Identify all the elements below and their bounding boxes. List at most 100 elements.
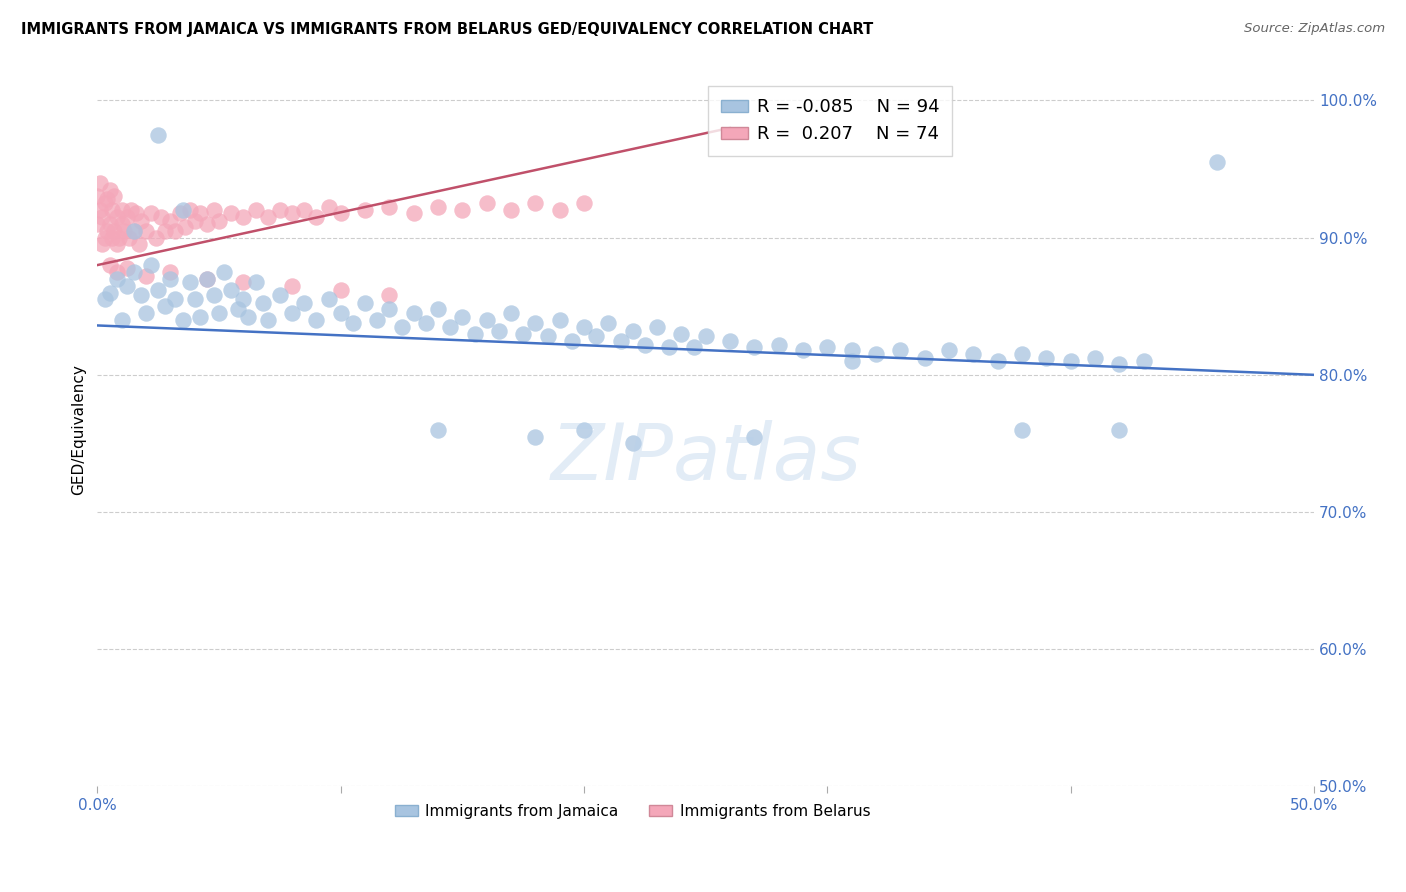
Point <box>292 296 315 310</box>
Point <box>129 288 152 302</box>
Point <box>89 203 111 218</box>
Point <box>202 288 225 302</box>
Point <box>354 296 377 310</box>
Point <box>103 189 125 203</box>
Point <box>865 347 887 361</box>
Point <box>318 201 340 215</box>
Point <box>122 265 145 279</box>
Point <box>91 210 114 224</box>
Legend: Immigrants from Jamaica, Immigrants from Belarus: Immigrants from Jamaica, Immigrants from… <box>389 798 876 825</box>
Point <box>1035 351 1057 366</box>
Point <box>149 210 172 224</box>
Point <box>98 217 121 231</box>
Point <box>179 275 201 289</box>
Point <box>695 329 717 343</box>
Point <box>524 196 547 211</box>
Point <box>188 206 211 220</box>
Point <box>281 206 304 220</box>
Point <box>342 316 364 330</box>
Point <box>169 206 191 220</box>
Y-axis label: GED/Equivalency: GED/Equivalency <box>72 364 86 495</box>
Point <box>768 337 790 351</box>
Point <box>139 258 162 272</box>
Point <box>118 230 141 244</box>
Point <box>232 275 254 289</box>
Point <box>135 224 157 238</box>
Point <box>1011 347 1033 361</box>
Point <box>103 224 125 238</box>
Point <box>89 176 111 190</box>
Point <box>128 237 150 252</box>
Point <box>115 210 138 224</box>
Point <box>1060 354 1083 368</box>
Point <box>548 313 571 327</box>
Point <box>232 293 254 307</box>
Point <box>718 334 741 348</box>
Point <box>378 301 401 316</box>
Text: IMMIGRANTS FROM JAMAICA VS IMMIGRANTS FROM BELARUS GED/EQUIVALENCY CORRELATION C: IMMIGRANTS FROM JAMAICA VS IMMIGRANTS FR… <box>21 22 873 37</box>
Text: Source: ZipAtlas.com: Source: ZipAtlas.com <box>1244 22 1385 36</box>
Point <box>815 340 838 354</box>
Point <box>548 203 571 218</box>
Point <box>174 219 197 234</box>
Point <box>987 354 1010 368</box>
Point <box>451 203 474 218</box>
Point <box>354 203 377 218</box>
Point <box>179 203 201 218</box>
Point <box>269 203 291 218</box>
Point <box>402 206 425 220</box>
Point <box>148 283 170 297</box>
Point <box>115 260 138 275</box>
Point <box>135 306 157 320</box>
Point <box>524 429 547 443</box>
Point <box>475 196 498 211</box>
Point <box>499 203 522 218</box>
Point <box>366 313 388 327</box>
Point <box>120 203 142 218</box>
Point <box>572 196 595 211</box>
Point <box>1011 423 1033 437</box>
Point <box>105 210 128 224</box>
Point <box>172 313 194 327</box>
Point <box>645 319 668 334</box>
Point <box>378 288 401 302</box>
Point <box>464 326 486 341</box>
Point <box>841 343 863 358</box>
Point <box>391 319 413 334</box>
Point <box>212 265 235 279</box>
Point <box>159 265 181 279</box>
Point <box>305 210 328 224</box>
Point <box>475 313 498 327</box>
Point <box>91 237 114 252</box>
Point <box>238 310 260 325</box>
Point <box>195 272 218 286</box>
Point <box>524 316 547 330</box>
Point <box>115 278 138 293</box>
Point <box>938 343 960 358</box>
Point <box>634 337 657 351</box>
Point <box>245 275 267 289</box>
Point <box>269 288 291 302</box>
Point <box>427 423 450 437</box>
Point <box>155 299 177 313</box>
Point <box>183 293 205 307</box>
Point <box>427 201 450 215</box>
Point <box>1108 357 1130 371</box>
Point <box>671 326 693 341</box>
Point <box>318 293 340 307</box>
Point <box>129 214 152 228</box>
Point <box>232 210 254 224</box>
Point <box>145 230 167 244</box>
Point <box>208 306 231 320</box>
Point <box>96 224 118 238</box>
Point <box>1132 354 1154 368</box>
Point <box>378 201 401 215</box>
Point <box>329 283 352 297</box>
Point <box>86 217 108 231</box>
Point <box>305 313 328 327</box>
Point <box>122 224 145 238</box>
Point <box>108 230 131 244</box>
Point <box>245 203 267 218</box>
Point <box>292 203 315 218</box>
Point <box>512 326 534 341</box>
